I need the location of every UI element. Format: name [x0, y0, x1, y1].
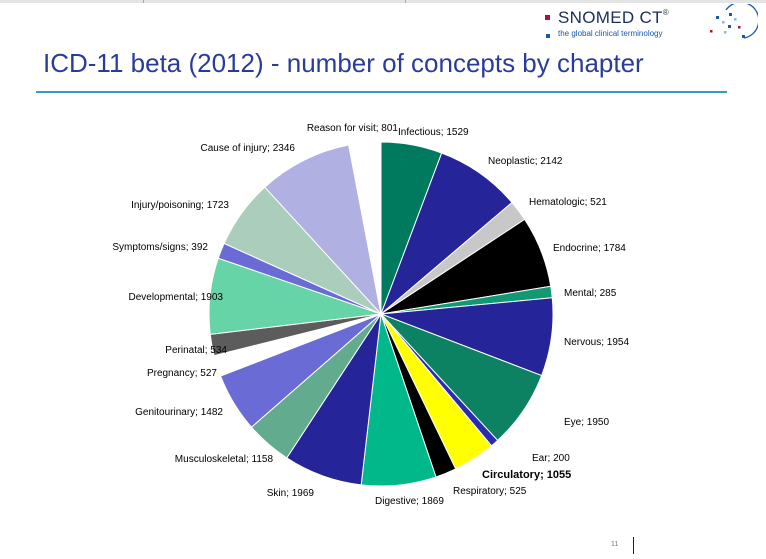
pie-label-circulatory: Circulatory; 1055 [482, 469, 571, 481]
pie-label-respiratory: Respiratory; 525 [453, 486, 527, 497]
pie-slices [208, 141, 554, 487]
top-tick-mark [405, 0, 406, 3]
pie-slice-cause-of-injury [264, 144, 382, 316]
pie-label-injury-poisoning: Injury/poisoning; 1723 [131, 200, 229, 211]
pie-label-reason-for-visit: Reason for visit; 801 [307, 123, 399, 134]
pie-label-eye: Eye; 1950 [564, 417, 609, 428]
snomed-dots-logo-icon [710, 4, 758, 39]
logo-name: SNOMED CT® [558, 8, 669, 27]
pie-label-cause-of-injury: Cause of injury; 2346 [200, 143, 295, 154]
pie-label-perinatal: Perinatal; 534 [165, 345, 227, 356]
logo-bullet-icon [545, 15, 550, 20]
pie-labels: Infectious; 1529 Neoplastic; 2142 Hematolo… [112, 123, 629, 507]
logo-tagline-bullet-icon [546, 34, 550, 38]
pie-label-mental: Mental; 285 [564, 288, 617, 299]
title-rule [36, 91, 727, 93]
pie-slice-reason-for-visit [348, 141, 382, 315]
pie-label-digestive: Digestive; 1869 [375, 496, 444, 507]
logo-tagline: the global clinical terminology [558, 29, 663, 38]
pie-label-hematologic: Hematologic; 521 [529, 197, 607, 208]
pie-label-infectious: Infectious; 1529 [398, 127, 469, 138]
pie-label-ear: Ear; 200 [532, 453, 570, 464]
pie-label-pregnancy: Pregnancy; 527 [147, 368, 217, 379]
page-number: 11 [611, 541, 619, 548]
pie-label-endocrine: Endocrine; 1784 [553, 243, 626, 254]
pie-label-neoplastic: Neoplastic; 2142 [488, 156, 563, 167]
logo-tm: ® [662, 8, 669, 17]
pie-label-skin: Skin; 1969 [267, 488, 315, 499]
slide-title: ICD-11 beta (2012) - number of concepts … [43, 48, 644, 78]
pie-label-genitourinary: Genitourinary; 1482 [135, 407, 223, 418]
pie-label-nervous: Nervous; 1954 [564, 337, 629, 348]
pie-label-developmental: Developmental; 1903 [128, 292, 223, 303]
snomed-ct-logo: SNOMED CT® the global clinical terminolo… [538, 4, 766, 44]
pie-label-musculoskeletal: Musculoskeletal; 1158 [175, 454, 274, 465]
pie-label-symptoms-signs: Symptoms/signs; 392 [112, 242, 208, 253]
top-border [0, 0, 766, 3]
top-tick-mark [143, 0, 144, 3]
page-number-divider [633, 537, 634, 554]
